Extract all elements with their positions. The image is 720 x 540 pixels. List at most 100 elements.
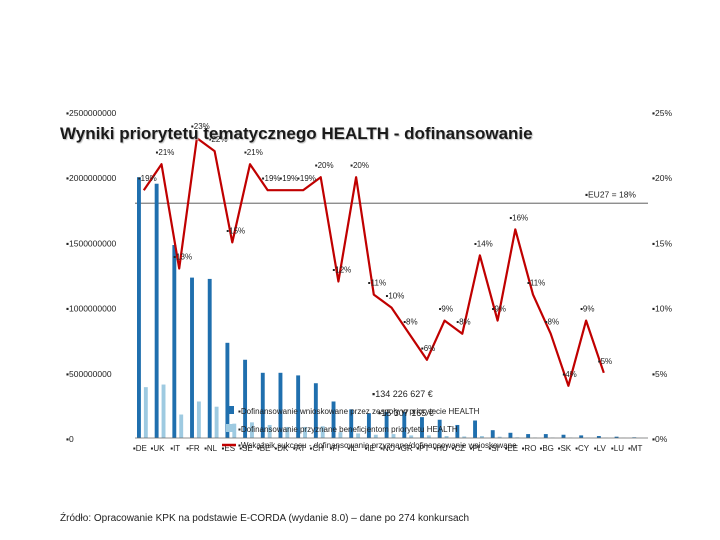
bar-requested-nl bbox=[207, 278, 212, 438]
bar-requested-dk bbox=[278, 372, 283, 438]
bar-granted-fi bbox=[338, 432, 343, 438]
x-tick-label: ▪CH bbox=[310, 444, 325, 453]
bar-requested-gr bbox=[402, 411, 407, 438]
bar-requested-cz bbox=[455, 424, 460, 438]
eu-average-label: ▪EU27 = 18% bbox=[585, 189, 636, 199]
x-tick-label: ▪CY bbox=[575, 444, 590, 453]
bar-requested-at bbox=[296, 375, 301, 438]
x-tick-label: ▪LU bbox=[611, 444, 624, 453]
line-point-label: ▪13% bbox=[173, 252, 192, 261]
x-tick-label: ▪DE bbox=[133, 444, 147, 453]
bar-granted-be bbox=[267, 424, 272, 438]
legend-swatch-bar bbox=[226, 424, 234, 432]
bar-granted-uk bbox=[161, 384, 166, 438]
line-point-label: ▪8% bbox=[403, 318, 417, 327]
source-note: Źródło: Opracowanie KPK na podstawie E-C… bbox=[60, 513, 470, 524]
bar-requested-cy bbox=[579, 435, 584, 438]
pl-requested-label: ▪134 226 627 € bbox=[372, 389, 433, 399]
line-point-label: ▪23% bbox=[191, 122, 210, 131]
line-point-label: ▪9% bbox=[580, 305, 594, 314]
line-point-label: ▪9% bbox=[439, 305, 453, 314]
x-tick-label: ▪IL bbox=[347, 444, 357, 453]
line-point-label: ▪12% bbox=[332, 266, 351, 275]
line-point-label: ▪19% bbox=[279, 174, 298, 183]
y-left-tick-label: ▪500000000 bbox=[66, 369, 112, 379]
bar-requested-si bbox=[490, 430, 495, 438]
bar-requested-be bbox=[260, 372, 265, 438]
bar-granted-it bbox=[179, 414, 184, 438]
line-point-label: ▪5% bbox=[598, 357, 612, 366]
legend-label: ▪Dofinansowanie przyznane beneficjentom … bbox=[238, 425, 458, 434]
bar-granted-pl bbox=[479, 436, 484, 438]
bar-granted-dk bbox=[285, 426, 290, 438]
line-point-label: ▪20% bbox=[350, 161, 369, 170]
x-tick-label: ▪HU bbox=[433, 444, 448, 453]
legend-swatch-bar bbox=[226, 406, 234, 414]
pl-granted-label: ▪15 307 165 € bbox=[378, 408, 434, 418]
bar-requested-pt bbox=[420, 417, 424, 438]
line-point-label: ▪22% bbox=[209, 135, 228, 144]
x-tick-label: ▪BG bbox=[540, 444, 554, 453]
bar-requested-lu bbox=[614, 436, 619, 438]
line-point-label: ▪15% bbox=[226, 226, 245, 235]
x-tick-label: ▪IE bbox=[365, 444, 375, 453]
x-tick-label: ▪NL bbox=[204, 444, 218, 453]
bar-granted-ie bbox=[373, 434, 378, 438]
bar-requested-ie bbox=[366, 413, 371, 438]
y-left-tick-label: ▪1500000000 bbox=[66, 238, 117, 248]
bar-requested-pl bbox=[473, 420, 477, 438]
line-point-label: ▪11% bbox=[527, 279, 545, 288]
x-tick-label: ▪PT bbox=[416, 444, 429, 453]
bar-requested-es bbox=[225, 342, 230, 438]
bar-granted-cz bbox=[462, 436, 467, 438]
bar-requested-fi bbox=[331, 401, 336, 438]
bar-granted-fr bbox=[196, 401, 201, 438]
bar-requested-ch bbox=[313, 383, 318, 438]
y-right-tick-label: ▪20% bbox=[652, 173, 672, 183]
x-tick-label: ▪AT bbox=[293, 444, 306, 453]
x-tick-label: ▪SK bbox=[558, 444, 572, 453]
y-left-tick-label: ▪2000000000 bbox=[66, 173, 117, 183]
bar-requested-lv bbox=[596, 436, 601, 438]
bar-granted-gr bbox=[409, 435, 414, 438]
legend-label: ▪Wskaźnik sukcesu - dofinansowanie przyz… bbox=[238, 441, 517, 450]
y-left-tick-label: ▪1000000000 bbox=[66, 304, 117, 314]
legend-label: ▪Dofinansowanie wnioskowane przez zespoł… bbox=[238, 407, 480, 416]
x-tick-label: ▪NO bbox=[380, 444, 395, 453]
bar-requested-it bbox=[172, 245, 177, 438]
y-right-tick-label: ▪10% bbox=[652, 304, 672, 314]
line-point-label: ▪19% bbox=[138, 174, 157, 183]
line-point-label: ▪21% bbox=[244, 148, 263, 157]
x-tick-label: ▪SE bbox=[239, 444, 253, 453]
bar-granted-de bbox=[143, 387, 148, 438]
x-tick-label: ▪CZ bbox=[452, 444, 466, 453]
bar-requested-de bbox=[137, 177, 141, 438]
line-point-label: ▪14% bbox=[474, 239, 493, 248]
x-tick-label: ▪FI bbox=[329, 444, 339, 453]
line-point-label: ▪6% bbox=[421, 344, 435, 353]
bar-granted-no bbox=[391, 434, 396, 438]
y-left-tick-label: ▪0 bbox=[66, 434, 74, 444]
line-point-label: ▪16% bbox=[509, 213, 528, 222]
line-point-label: ▪8% bbox=[456, 318, 470, 327]
bar-granted-il bbox=[356, 433, 361, 438]
bar-requested-no bbox=[384, 411, 389, 438]
bar-granted-se bbox=[250, 422, 254, 438]
bar-granted-ch bbox=[320, 426, 325, 438]
y-right-tick-label: ▪0% bbox=[652, 434, 668, 444]
x-tick-label: ▪LV bbox=[594, 444, 607, 453]
line-point-label: ▪10% bbox=[386, 292, 405, 301]
bar-granted-si bbox=[497, 436, 502, 438]
x-tick-label: ▪RO bbox=[522, 444, 537, 453]
bar-requested-sk bbox=[561, 434, 566, 438]
line-point-label: ▪11% bbox=[368, 279, 386, 288]
bar-granted-at bbox=[303, 426, 307, 438]
line-point-label: ▪9% bbox=[492, 305, 506, 314]
y-right-tick-label: ▪25% bbox=[652, 108, 672, 118]
x-tick-label: ▪IT bbox=[170, 444, 180, 453]
x-tick-label: ▪PL bbox=[470, 444, 483, 453]
bar-requested-fr bbox=[190, 277, 194, 438]
bar-granted-hu bbox=[444, 436, 449, 438]
line-point-label: ▪20% bbox=[315, 161, 334, 170]
